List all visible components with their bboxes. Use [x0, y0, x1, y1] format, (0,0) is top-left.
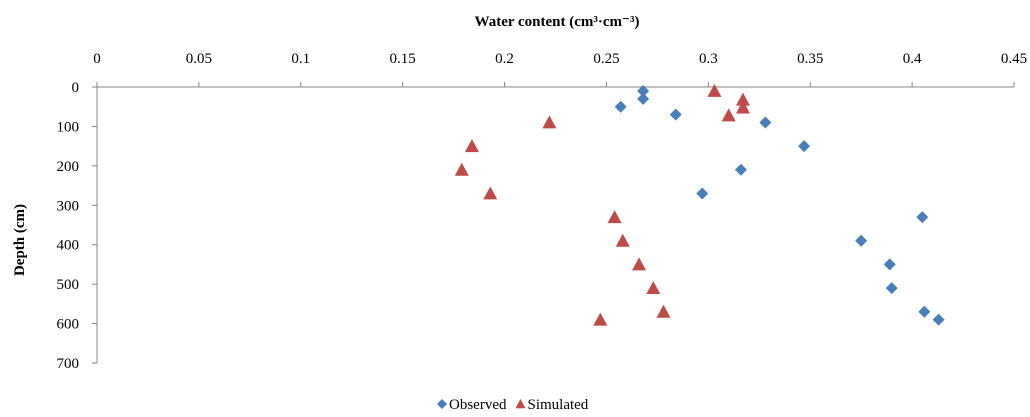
y-tick-label: 600 [57, 317, 80, 333]
y-axis-title: Depth (cm) [12, 204, 28, 276]
x-axis-title: Water content (cm³·cm⁻³) [475, 14, 640, 30]
legend-marker-simulated [515, 399, 526, 409]
x-tick-label: 0.45 [1001, 51, 1027, 67]
observed-point [916, 211, 929, 224]
observed-point [734, 163, 747, 176]
x-tick-label: 0.3 [699, 51, 718, 67]
simulated-point [707, 83, 722, 97]
observed-point [637, 84, 650, 97]
observed-point [759, 116, 772, 129]
legend-label-observed: Observed [449, 397, 507, 413]
simulated-point [615, 233, 630, 247]
y-tick-label: 500 [57, 277, 80, 293]
x-tick-label: 0.1 [291, 51, 310, 67]
simulated-point [542, 115, 557, 129]
simulated-point [593, 312, 608, 326]
simulated-point [721, 108, 736, 122]
simulated-point [607, 210, 622, 224]
x-tick-label: 0.4 [903, 51, 922, 67]
series-observed [614, 84, 945, 326]
observed-point [696, 187, 709, 200]
observed-point [932, 313, 945, 326]
legend-item-observed: Observed [437, 397, 507, 413]
legend-marker-observed [437, 399, 447, 409]
simulated-point [454, 162, 469, 176]
observed-point [918, 305, 931, 318]
observed-point [669, 108, 682, 121]
x-tick-label: 0.25 [593, 51, 619, 67]
observed-point [798, 140, 811, 153]
y-tick-label: 700 [57, 356, 80, 372]
simulated-point [632, 257, 647, 271]
observed-point [855, 234, 868, 247]
y-tick-label: 0 [72, 80, 80, 96]
x-tick-label: 0.2 [495, 51, 514, 67]
simulated-point [646, 281, 661, 295]
y-tick-label: 400 [57, 238, 80, 254]
simulated-point [735, 100, 750, 114]
x-tick-label: 0 [93, 51, 101, 67]
observed-point [637, 92, 650, 105]
series-simulated [454, 83, 750, 326]
simulated-point [656, 304, 671, 318]
simulated-point [464, 139, 479, 153]
legend-item-simulated: Simulated [515, 397, 589, 413]
axes: 0 0.05 0.1 0.15 0.2 0.25 0.3 0.35 0.4 0.45 0 100 200… [57, 51, 1028, 372]
x-tick-label: 0.05 [186, 51, 212, 67]
y-tick-label: 300 [57, 198, 80, 214]
simulated-point [735, 92, 750, 106]
legend: Observed Simulated [437, 397, 589, 413]
x-tick-label: 0.15 [390, 51, 416, 67]
y-tick-label: 100 [57, 119, 80, 135]
x-tick-label: 0.35 [797, 51, 823, 67]
simulated-point [483, 186, 498, 200]
legend-label-simulated: Simulated [527, 397, 588, 413]
observed-point [883, 258, 896, 271]
y-tick-label: 200 [57, 159, 80, 175]
observed-point [885, 282, 898, 295]
observed-point [614, 100, 627, 113]
plot-area [454, 83, 945, 326]
